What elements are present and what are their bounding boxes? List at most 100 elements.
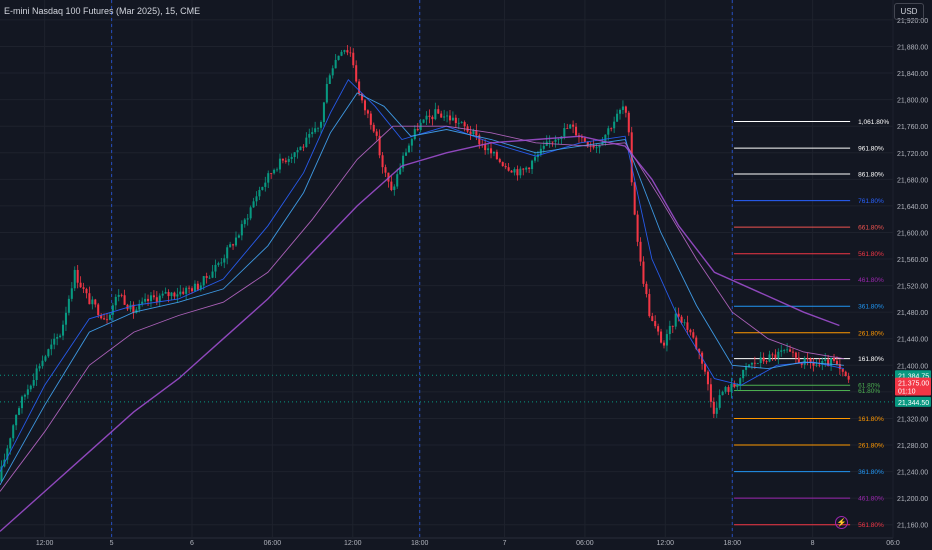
- candle-body: [639, 241, 642, 262]
- candle-body: [328, 75, 331, 84]
- fib-level-label: 561.80%: [858, 251, 884, 258]
- candle-body: [246, 218, 249, 220]
- y-tick-label: 21,400.00: [897, 363, 928, 370]
- fib-level-label: 161.80%: [858, 356, 884, 363]
- price-badge-label: 21,375.00: [898, 381, 929, 388]
- candle-body: [223, 258, 226, 263]
- candle-body: [20, 396, 24, 409]
- candle-body: [706, 371, 709, 385]
- currency-button[interactable]: USD: [894, 3, 924, 20]
- candle-body: [273, 169, 276, 174]
- candle-body: [50, 344, 53, 350]
- candle-body: [152, 295, 155, 298]
- candle-body: [252, 201, 255, 208]
- fib-level-label: 1,061.80%: [858, 119, 889, 126]
- candle-body: [742, 369, 745, 379]
- candle-body: [516, 169, 519, 176]
- candle-body: [234, 237, 238, 246]
- candle-body: [100, 315, 103, 319]
- candle-body: [15, 414, 18, 426]
- y-tick-label: 21,560.00: [897, 257, 928, 264]
- candle-body: [498, 159, 501, 163]
- candle-body: [369, 113, 372, 125]
- candle-body: [812, 362, 815, 366]
- candle-body: [281, 158, 284, 161]
- candle-body: [621, 106, 624, 110]
- x-tick-label: 8: [811, 540, 815, 547]
- candle-body: [59, 335, 62, 338]
- candle-body: [601, 142, 604, 146]
- candle-body: [396, 174, 399, 187]
- candle-body: [533, 157, 537, 161]
- candle-body: [490, 148, 493, 154]
- candle-body: [296, 150, 299, 153]
- x-tick-label: 7: [503, 540, 507, 547]
- candle-body: [361, 93, 364, 101]
- candle-body: [692, 332, 695, 338]
- candle-body: [434, 109, 437, 120]
- candle-body: [718, 395, 721, 408]
- candle-body: [67, 298, 70, 313]
- candle-body: [243, 219, 246, 225]
- fib-level-label: 661.80%: [858, 225, 884, 232]
- candle-body: [724, 387, 727, 392]
- candle-body: [800, 363, 803, 365]
- candle-body: [176, 294, 179, 297]
- candle-body: [557, 139, 560, 140]
- candle-body: [270, 173, 273, 174]
- candle-body: [305, 137, 308, 147]
- y-tick-label: 21,720.00: [897, 151, 928, 158]
- candle-body: [683, 322, 686, 324]
- candle-body: [117, 294, 120, 297]
- candle-body: [155, 297, 158, 302]
- fib-level-label: 361.80%: [858, 469, 884, 476]
- candle-body: [624, 106, 627, 113]
- candle-body: [662, 342, 666, 346]
- candle-body: [677, 313, 680, 317]
- candle-body: [185, 287, 188, 294]
- candle-body: [196, 283, 199, 290]
- price-badge-label: 01:10: [898, 389, 916, 396]
- x-tick-label: 12:00: [36, 540, 54, 547]
- x-tick-label: 18:00: [723, 540, 741, 547]
- candle-body: [41, 360, 44, 367]
- candle-body: [794, 352, 797, 358]
- candle-body: [759, 357, 762, 364]
- candle-body: [633, 182, 636, 215]
- candle-body: [0, 466, 3, 482]
- candle-body: [188, 287, 191, 289]
- candle-body: [284, 160, 287, 162]
- lightning-icon[interactable]: ⚡: [835, 516, 848, 529]
- candle-body: [657, 326, 660, 332]
- candle-body: [575, 126, 578, 136]
- candle-body: [85, 288, 88, 294]
- candle-body: [237, 235, 240, 238]
- candle-body: [818, 364, 821, 366]
- candle-body: [6, 448, 9, 460]
- price-badge-label: 21,344.50: [898, 400, 929, 407]
- candle-body: [352, 52, 355, 66]
- candle-body: [495, 151, 498, 160]
- candle-body: [299, 146, 302, 151]
- candle-body: [226, 247, 229, 259]
- y-tick-label: 21,640.00: [897, 204, 928, 211]
- candle-body: [158, 295, 161, 302]
- candle-body: [504, 166, 507, 168]
- candle-body: [179, 291, 182, 295]
- candle-body: [841, 369, 844, 372]
- candle-body: [768, 354, 771, 362]
- candle-body: [469, 131, 472, 135]
- candle-body: [103, 318, 106, 320]
- candle-body: [487, 148, 490, 151]
- candle-body: [32, 380, 35, 386]
- candle-body: [642, 261, 645, 284]
- candle-body: [780, 350, 783, 352]
- candle-body: [381, 155, 384, 168]
- candle-body: [727, 387, 730, 392]
- candle-body: [349, 52, 352, 54]
- x-tick-label: 06:00: [264, 540, 282, 547]
- symbol-title[interactable]: E-mini Nasdaq 100 Futures (Mar 2025), 15…: [4, 6, 201, 16]
- candle-body: [202, 276, 205, 286]
